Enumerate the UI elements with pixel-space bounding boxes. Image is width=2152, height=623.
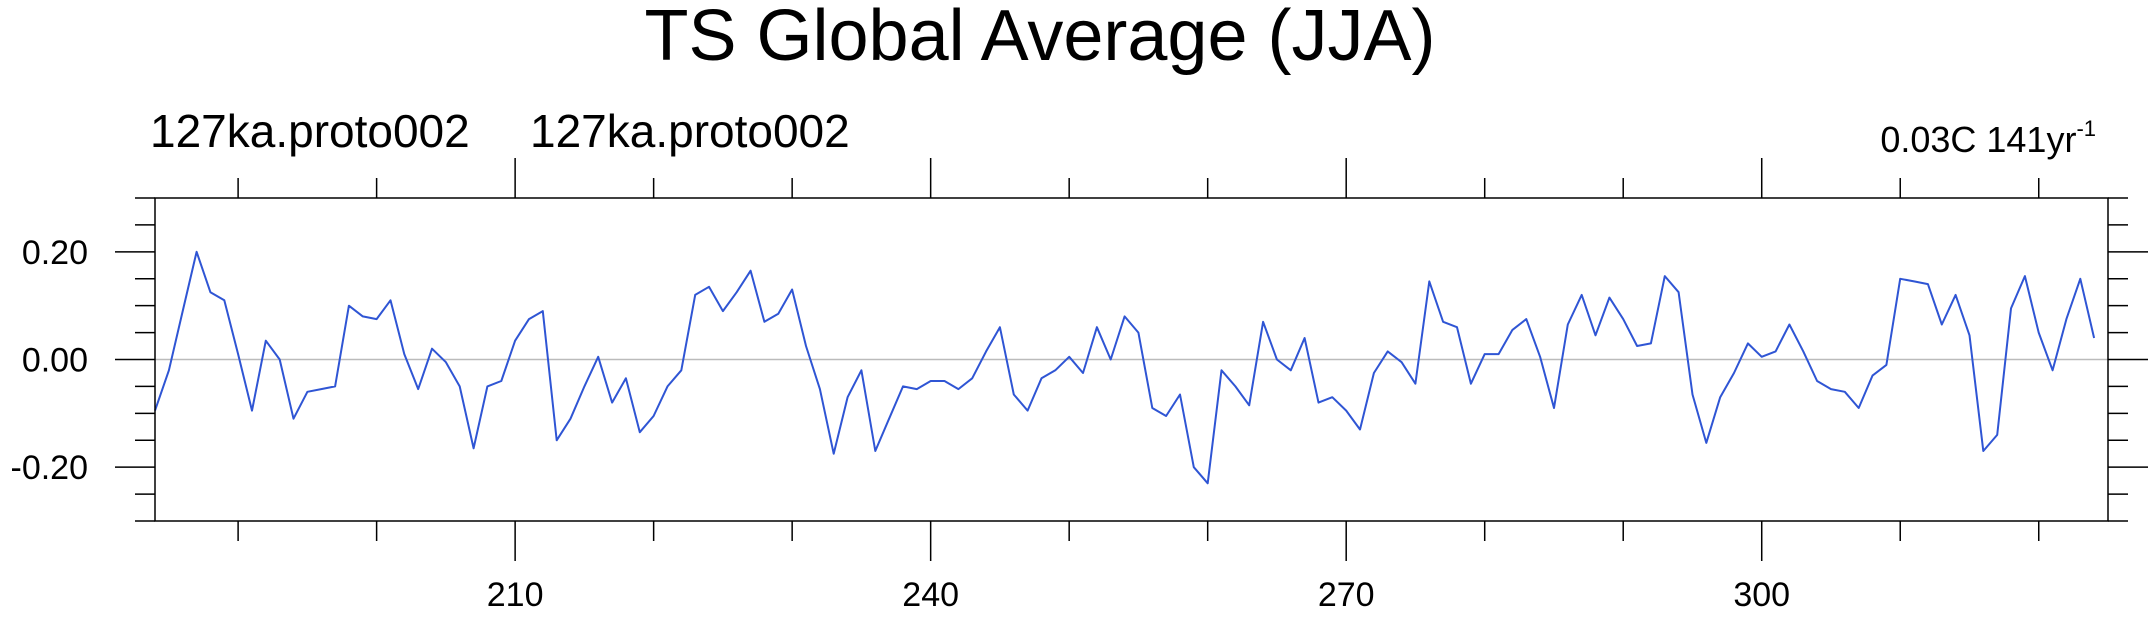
- x-tick-label: 240: [902, 576, 959, 614]
- subtitle-left-2: 127ka.proto002: [530, 105, 850, 157]
- axis-ticks: [115, 158, 2148, 561]
- trend-label-exponent: -1: [2076, 116, 2096, 141]
- y-tick-label: 0.20: [22, 234, 88, 272]
- x-tick-label: 210: [487, 576, 544, 614]
- subtitle-left-1: 127ka.proto002: [150, 105, 470, 157]
- x-tick-label: 300: [1733, 576, 1790, 614]
- axis-tick-labels: 210 240 270 300 0.20 0.00 -0.20: [11, 234, 1791, 614]
- trend-label: 0.03C 141yr-1: [1880, 116, 2096, 160]
- x-tick-label: 270: [1318, 576, 1375, 614]
- series-line: [154, 250, 2096, 485]
- chart-title: TS Global Average (JJA): [644, 0, 1435, 76]
- y-tick-label: 0.00: [22, 342, 88, 380]
- plot-frame: [154, 197, 2109, 522]
- y-tick-label: -0.20: [11, 449, 89, 487]
- trend-label-base: 0.03C 141yr: [1880, 119, 2076, 160]
